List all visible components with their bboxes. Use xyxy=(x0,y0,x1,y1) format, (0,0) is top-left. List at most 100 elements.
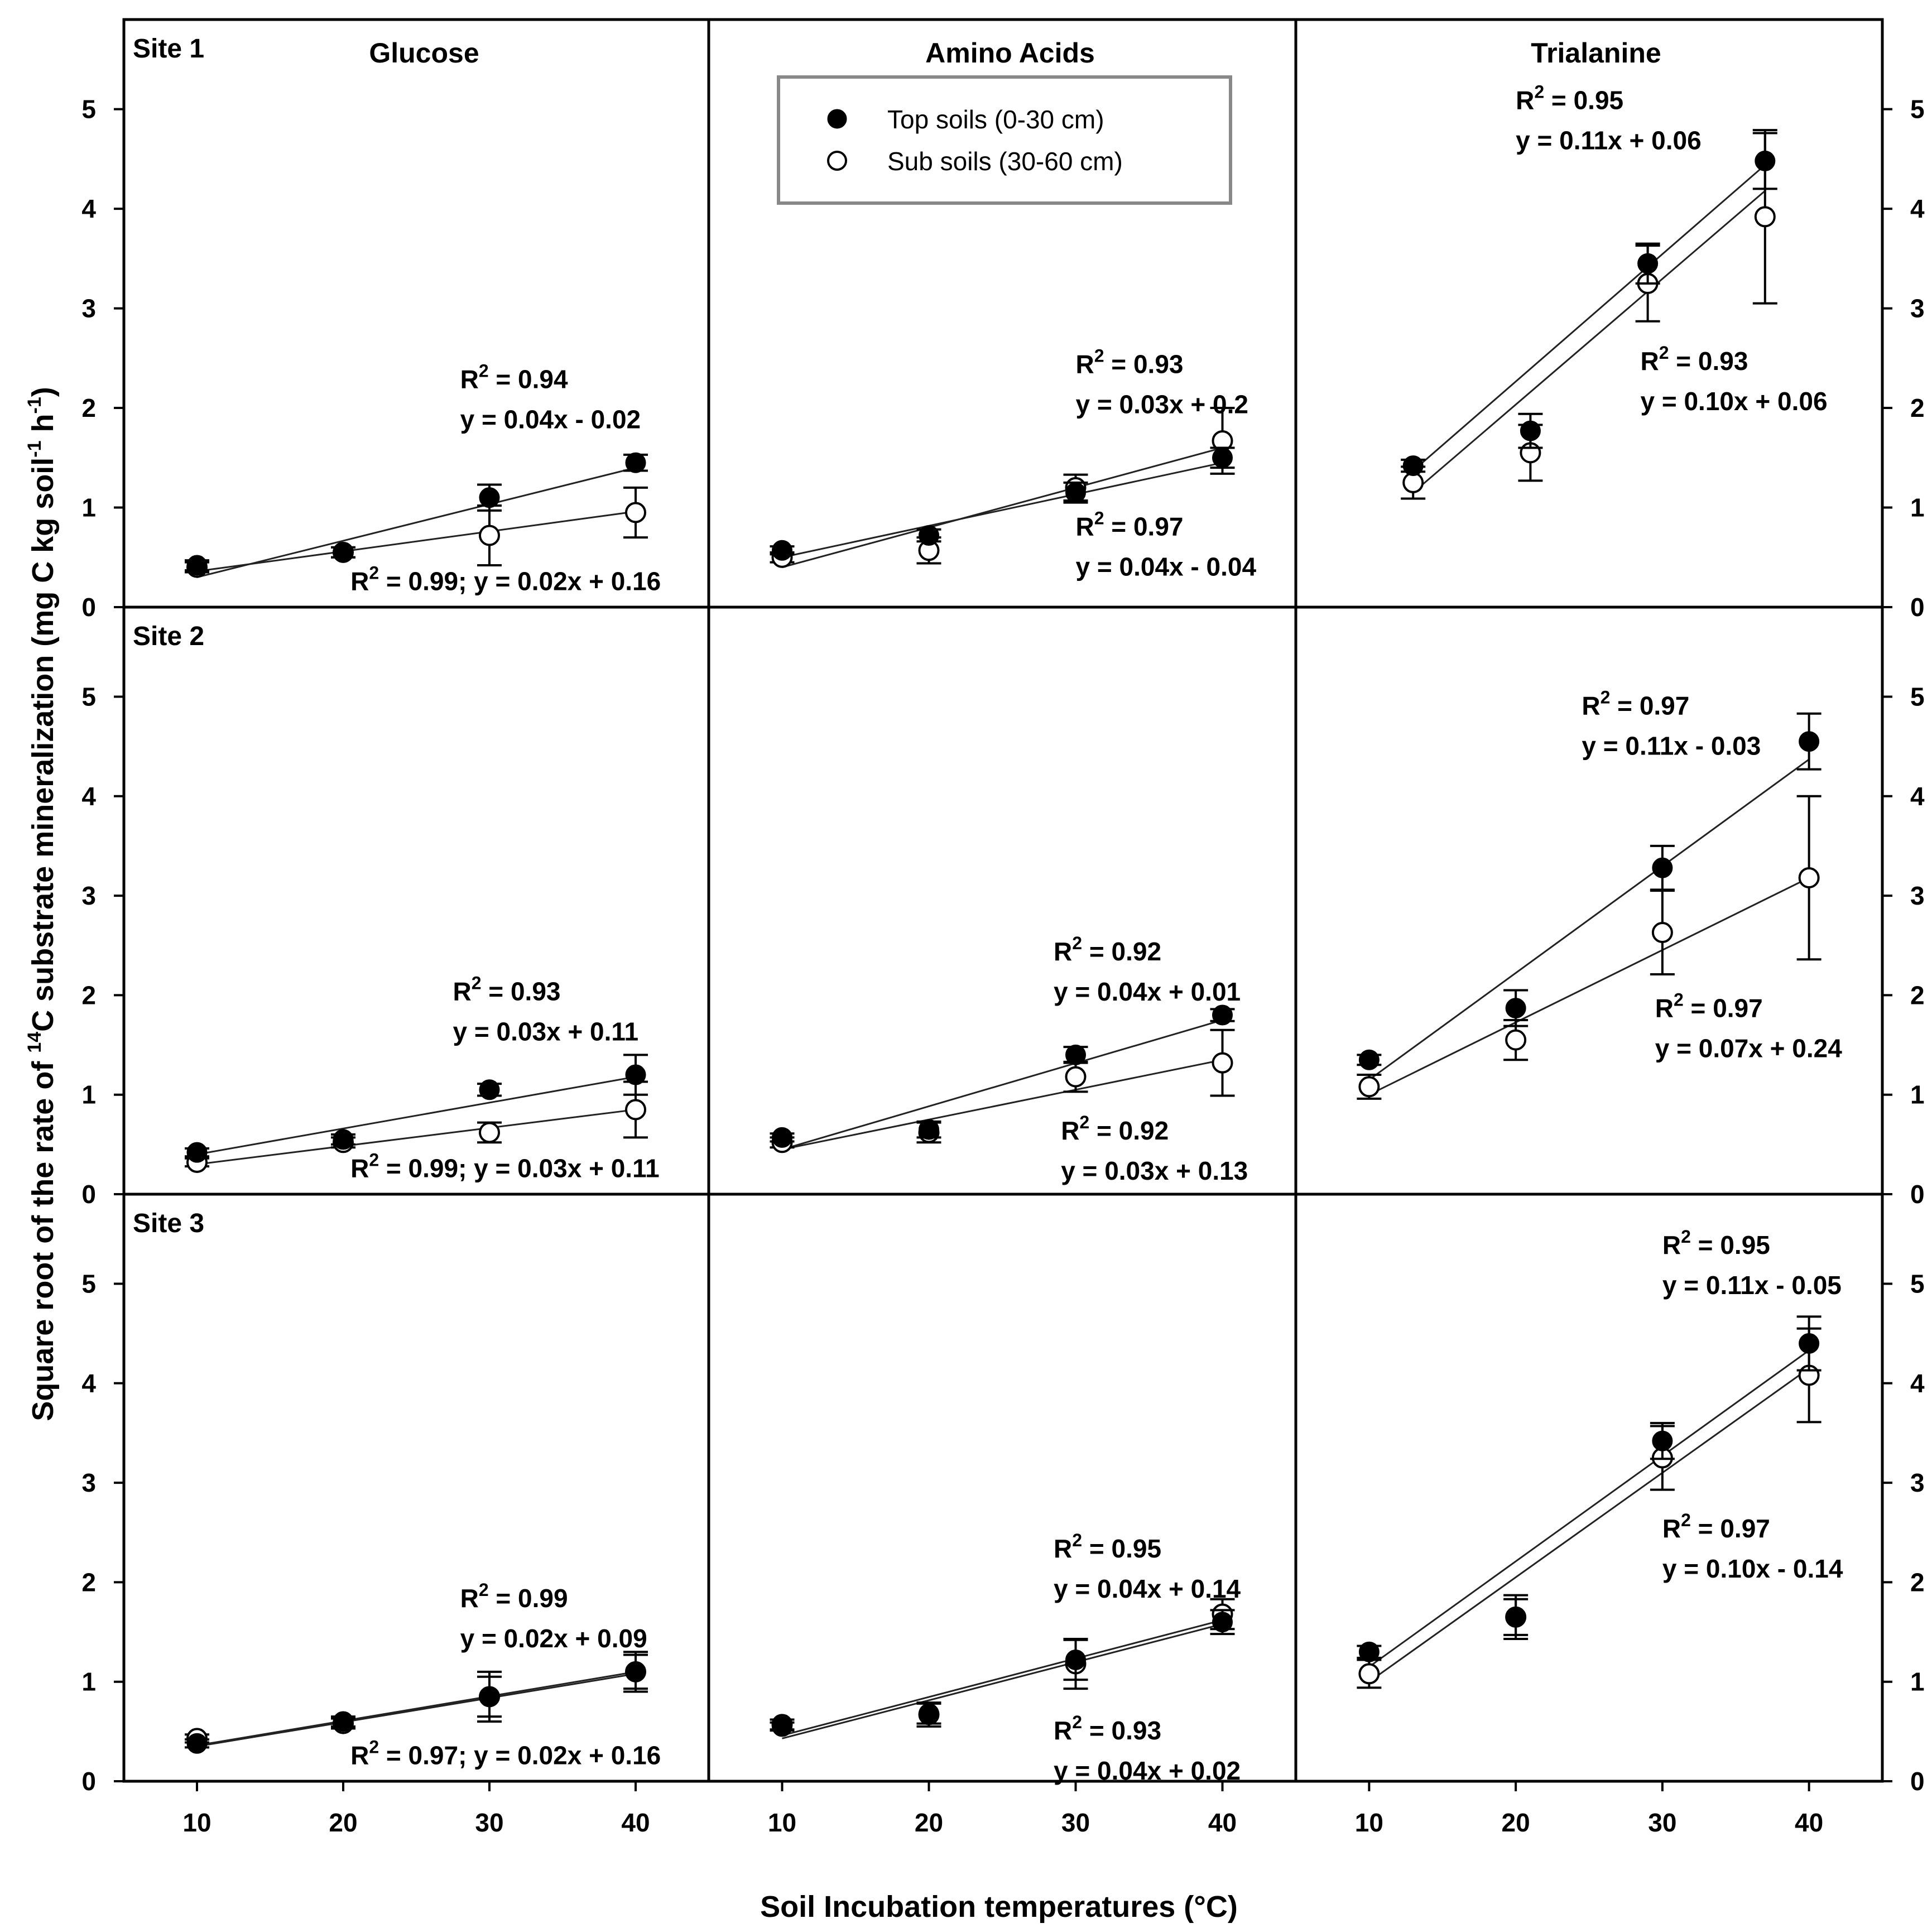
y-tick-label-left: 2 xyxy=(81,1568,96,1597)
y-tick-label-left: 2 xyxy=(81,980,96,1009)
column-title: Trialanine xyxy=(1531,37,1661,69)
fit-line-top xyxy=(1368,758,1810,1081)
fit-line-sub xyxy=(782,446,1223,569)
equation-inline: R2 = 0.97; y = 0.02x + 0.16 xyxy=(350,1737,661,1770)
x-tick-label: 10 xyxy=(768,1808,796,1837)
top-soil-point xyxy=(1065,1649,1086,1670)
x-tick-label: 40 xyxy=(1795,1808,1823,1837)
x-tick-label: 40 xyxy=(1208,1808,1237,1837)
equation-r2: R2 = 0.97 xyxy=(1582,687,1689,720)
fit-line-sub xyxy=(782,1059,1223,1151)
y-tick-label-right: 4 xyxy=(1910,194,1925,223)
equation-r2: R2 = 0.93 xyxy=(453,973,561,1006)
x-tick-label: 30 xyxy=(1648,1808,1676,1837)
fit-line-sub xyxy=(1368,1367,1810,1682)
y-label-part-3: h xyxy=(26,414,60,440)
y-tick-label-right: 2 xyxy=(1910,980,1925,1009)
fit-line-top xyxy=(782,1619,1223,1737)
x-tick-label: 20 xyxy=(915,1808,943,1837)
top-soil-point xyxy=(186,1142,208,1163)
top-soil-point xyxy=(1212,1004,1233,1026)
panel-r3c3: R2 = 0.95 y = 0.11x - 0.05 R2 = 0.97 y = 0.… xyxy=(1357,1227,1843,1689)
y-tick-label-left: 0 xyxy=(81,1180,96,1209)
top-soil-point xyxy=(1065,482,1086,503)
equation-line: y = 0.03x + 0.11 xyxy=(453,1017,639,1046)
top-soil-point xyxy=(186,555,208,576)
equation-line: y = 0.11x + 0.06 xyxy=(1516,126,1702,155)
x-tick-label: 20 xyxy=(1502,1808,1530,1837)
panel-r2c2: R2 = 0.92 y = 0.04x + 0.01 R2 = 0.92 y = 0.… xyxy=(770,933,1248,1185)
equation-line: y = 0.02x + 0.09 xyxy=(460,1624,647,1653)
fit-line-top xyxy=(1368,1349,1810,1668)
equation-line: y = 0.04x - 0.04 xyxy=(1076,552,1257,581)
x-axis-label: Soil Incubation temperatures (°C) xyxy=(760,1890,1238,1924)
top-soil-point xyxy=(1652,1430,1673,1451)
equation-r2: R2 = 0.97 xyxy=(1655,990,1763,1023)
top-soil-point xyxy=(625,1661,646,1682)
top-soil-point xyxy=(772,1716,792,1737)
sub-soil-point xyxy=(1065,1066,1087,1088)
top-soil-point xyxy=(1212,447,1233,468)
panel-r2c1: R2 = 0.93 y = 0.03x + 0.11 R2 = 0.99; y = … xyxy=(185,973,660,1183)
equation-r2: R2 = 0.93 xyxy=(1054,1712,1161,1745)
top-soil-point xyxy=(772,540,792,561)
top-soil-point xyxy=(186,1733,208,1754)
fit-line-top xyxy=(196,1671,636,1747)
equation-r2: R2 = 0.97 xyxy=(1076,508,1184,541)
y-label-sup-3: -1 xyxy=(24,397,45,414)
panel-frame-r1c1 xyxy=(122,18,710,609)
fit-line-top xyxy=(782,461,1223,559)
y-tick-label-left: 0 xyxy=(81,1767,96,1796)
top-soil-point xyxy=(1652,857,1673,878)
top-soil-point xyxy=(333,1711,354,1732)
top-soil-point xyxy=(1755,150,1776,171)
y-tick-label-right: 4 xyxy=(1910,1369,1925,1398)
top-soil-point xyxy=(919,1703,939,1724)
fit-line-sub xyxy=(1368,877,1810,1096)
top-soil-point xyxy=(1358,1641,1380,1662)
y-label-part-2: C substrate mineralization (mg C kg soil xyxy=(26,458,60,1032)
y-tick-label-right: 5 xyxy=(1910,682,1925,711)
axes-layer: 0 0 1 1 2 2 3 3 4 4 5 5 0 0 1 1 2 2 3 3 4 4 5 5 0 0 1 1 2 2 3 3 4 4 5 5 10 20… xyxy=(81,18,1925,1837)
top-soil-point xyxy=(479,1079,500,1100)
panel-r1c1: R2 = 0.94 y = 0.04x - 0.02 R2 = 0.99; y = … xyxy=(185,360,661,596)
top-soil-point xyxy=(1637,253,1659,274)
sub-soil-point xyxy=(1358,1663,1380,1685)
y-tick-label-right: 1 xyxy=(1910,493,1925,522)
y-tick-label-left: 1 xyxy=(81,493,96,522)
y-tick-label-left: 3 xyxy=(81,881,96,910)
equation-inline: R2 = 0.99; y = 0.02x + 0.16 xyxy=(350,563,661,596)
top-soil-point xyxy=(1505,998,1526,1019)
equation-r2: R2 = 0.99 xyxy=(460,1580,568,1613)
y-tick-label-left: 4 xyxy=(81,782,96,811)
y-tick-label-left: 0 xyxy=(81,593,96,622)
legend-marker-sub xyxy=(827,151,847,171)
equation-r2: R2 = 0.97 xyxy=(1662,1510,1770,1543)
y-tick-label-right: 0 xyxy=(1910,1767,1925,1796)
y-label-sup-1: 14 xyxy=(24,1032,45,1053)
y-tick-label-right: 0 xyxy=(1910,1180,1925,1209)
top-soil-point xyxy=(1799,1333,1820,1354)
equation-line: y = 0.04x - 0.02 xyxy=(460,405,641,434)
top-soil-point xyxy=(479,1686,500,1707)
fit-line-top xyxy=(196,1076,636,1156)
top-soil-point xyxy=(1505,1607,1526,1628)
y-tick-label-right: 4 xyxy=(1910,782,1925,811)
panel-r1c3: R2 = 0.95 y = 0.11x + 0.06 R2 = 0.93 y = 0.… xyxy=(1401,82,1828,500)
panel-frame-r3c3 xyxy=(1294,1193,1884,1783)
panel-frame-r2c1 xyxy=(122,605,710,1196)
sub-soil-point xyxy=(479,1122,500,1143)
x-tick-label: 40 xyxy=(621,1808,650,1837)
y-axis-label: Square root of the rate of 14C substrate… xyxy=(24,387,60,1421)
sub-soil-point xyxy=(625,502,646,523)
top-soil-point xyxy=(1520,420,1541,441)
equation-line: y = 0.11x - 0.05 xyxy=(1662,1271,1842,1300)
legend-label-top: Top soils (0-30 cm) xyxy=(887,105,1104,134)
sub-soil-point xyxy=(1754,206,1776,228)
equation-line: y = 0.03x + 0.2 xyxy=(1076,390,1249,419)
x-tick-label: 30 xyxy=(1061,1808,1090,1837)
legend-label-sub: Sub soils (30-60 cm) xyxy=(887,147,1123,176)
x-tick-label: 10 xyxy=(1355,1808,1383,1837)
